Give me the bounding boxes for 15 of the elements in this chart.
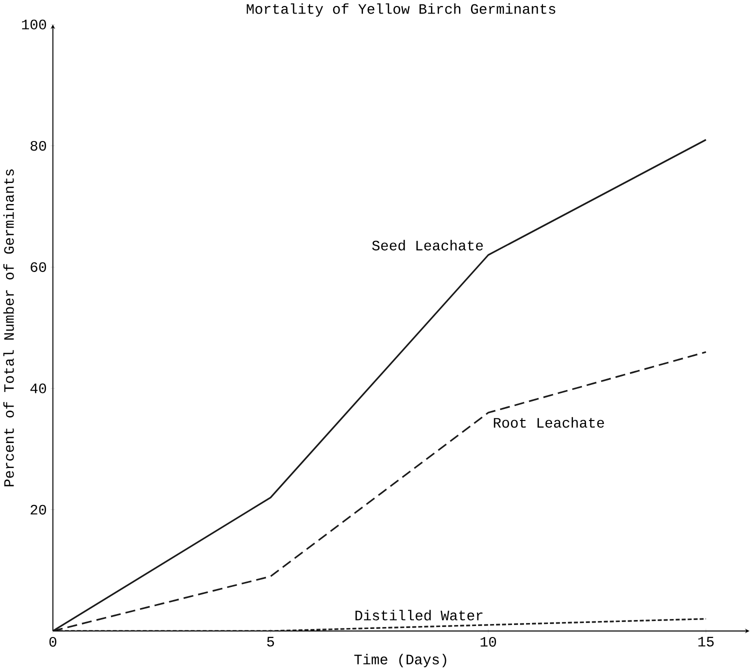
series-label: Root Leachate (494, 417, 604, 428)
chart-title: Mortality of Yellow Birch Germinants (246, 4, 556, 17)
x-tick-label: 15 (698, 637, 714, 647)
y-tick-label: 80 (30, 141, 46, 151)
x-tick-label: 0 (49, 637, 56, 647)
series-label: Distilled Water (356, 610, 482, 621)
x-tick-label: 10 (480, 637, 496, 647)
y-tick-label: 60 (30, 262, 46, 272)
y-axis-title: Percent of Total Number of Germinants (3, 170, 14, 486)
y-tick-label: 100 (22, 20, 46, 30)
y-tick-label: 40 (30, 384, 46, 394)
y-tick-label: 20 (30, 505, 46, 515)
x-tick-label: 5 (267, 637, 274, 647)
series-label: Seed Leachate (372, 240, 483, 251)
x-axis-title: Time (Days) (354, 654, 446, 668)
